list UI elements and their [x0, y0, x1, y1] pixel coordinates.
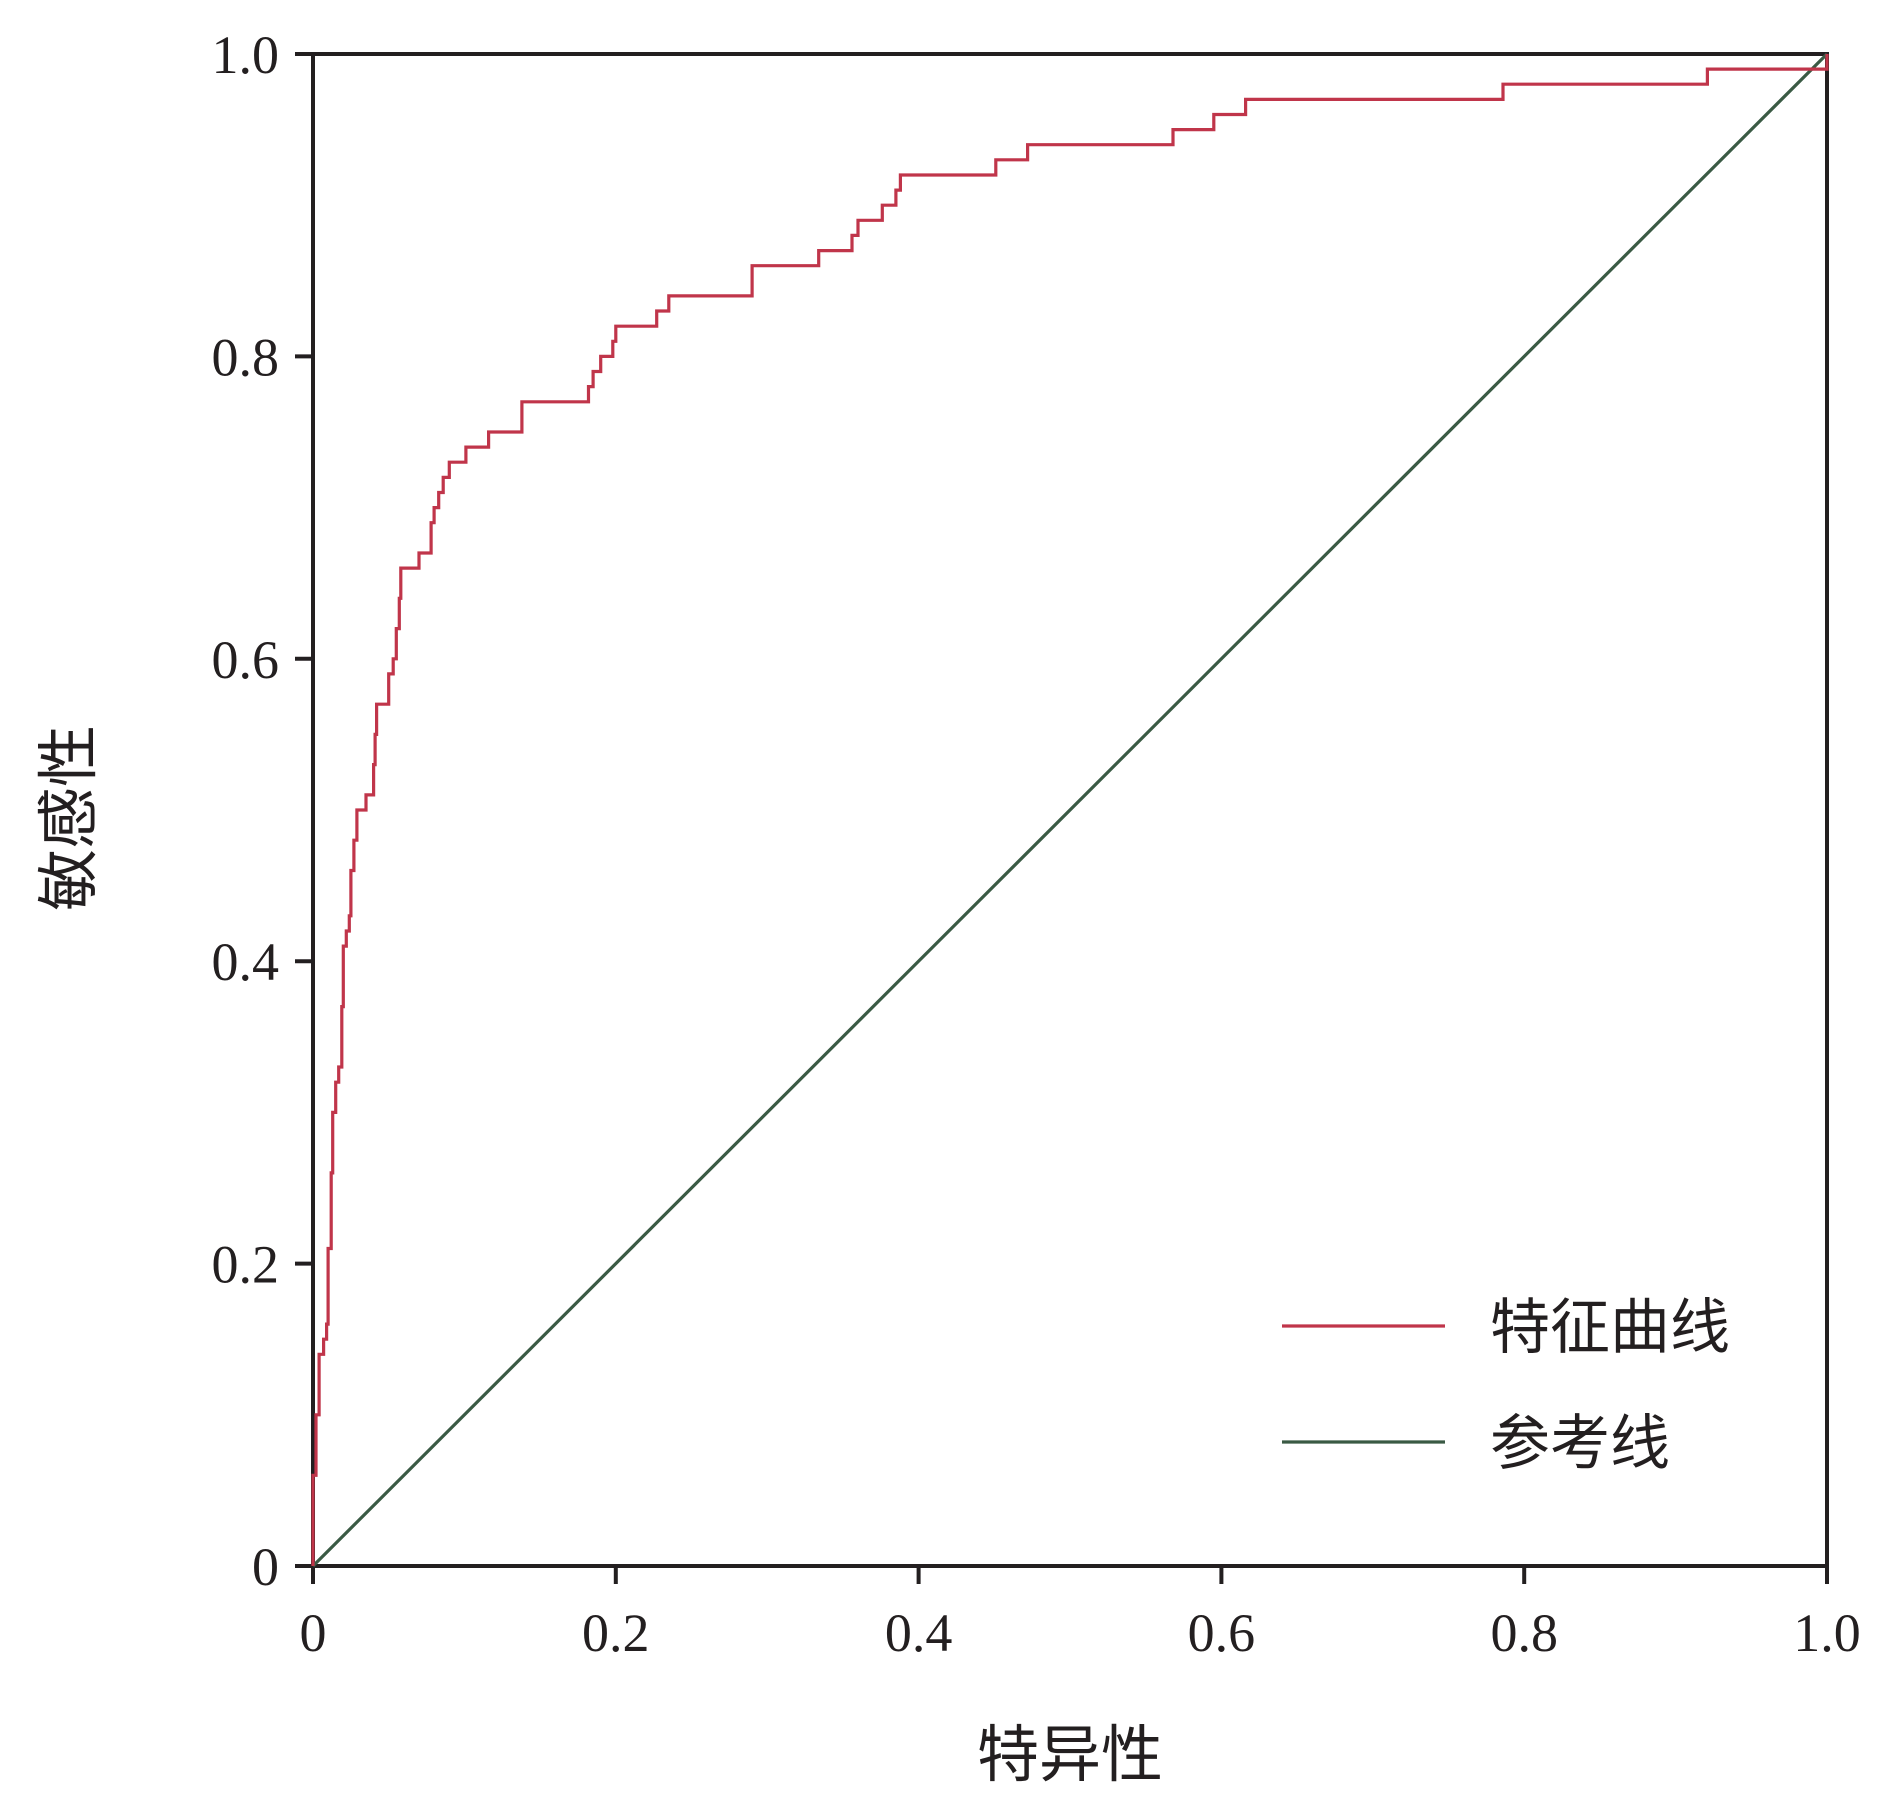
y-tick-label: 1.0 [212, 25, 280, 85]
y-axis-ticks: 0 0.2 0.4 0.6 0.8 1.0 [212, 25, 313, 1597]
x-tick-label: 0.2 [582, 1603, 650, 1663]
legend-label: 参考线 [1490, 1409, 1670, 1479]
y-axis-title: 敏感性 [32, 725, 105, 911]
y-tick-label: 0 [252, 1537, 279, 1597]
legend-label: 特征曲线 [1490, 1293, 1730, 1363]
x-tick-label: 0.8 [1490, 1603, 1558, 1663]
x-axis-ticks: 0 0.2 0.4 0.6 0.8 1.0 [300, 1566, 1861, 1663]
x-tick-label: 0 [300, 1603, 327, 1663]
roc-curve-line [311, 54, 1829, 1566]
series-layer [311, 52, 1829, 1568]
y-tick-label: 0.6 [212, 630, 280, 690]
y-tick-label: 0.2 [212, 1235, 280, 1295]
x-tick-label: 0.6 [1188, 1603, 1256, 1663]
reference-line [311, 52, 1829, 1568]
x-tick-label: 1.0 [1793, 1603, 1861, 1663]
x-axis-title: 特异性 [977, 1718, 1163, 1791]
y-tick-label: 0.4 [212, 932, 280, 992]
plot-frame [311, 52, 1829, 1568]
x-tick-label: 0.4 [885, 1603, 953, 1663]
y-tick-label: 0.8 [212, 327, 280, 387]
